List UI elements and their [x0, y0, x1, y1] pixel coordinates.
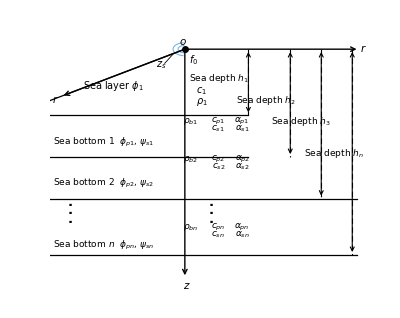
Text: $\alpha_{pn}$: $\alpha_{pn}$: [234, 222, 250, 233]
Text: $c_{sn}$: $c_{sn}$: [212, 230, 225, 240]
Text: .: .: [209, 196, 214, 209]
Text: $\alpha_{s2}$: $\alpha_{s2}$: [235, 162, 250, 172]
Text: $\alpha_{s1}$: $\alpha_{s1}$: [235, 123, 250, 134]
Text: .: .: [68, 204, 73, 217]
Text: $\rho_1$: $\rho_1$: [196, 96, 208, 108]
Text: Sea layer $\phi_1$: Sea layer $\phi_1$: [83, 79, 144, 93]
Text: .: .: [68, 196, 73, 209]
Text: $\alpha_{p1}$: $\alpha_{p1}$: [234, 116, 250, 127]
Text: Sea bottom $n$  $\phi_{pn}$, $\psi_{sn}$: Sea bottom $n$ $\phi_{pn}$, $\psi_{sn}$: [53, 238, 154, 252]
Text: .: .: [209, 204, 214, 217]
Text: .: .: [209, 213, 214, 226]
Text: $r$: $r$: [52, 94, 59, 105]
Text: $\alpha_{sn}$: $\alpha_{sn}$: [235, 230, 250, 240]
Text: $c_{pn}$: $c_{pn}$: [211, 222, 226, 233]
Text: $c_1$: $c_1$: [196, 85, 207, 97]
Text: Sea depth $h_n$: Sea depth $h_n$: [304, 147, 364, 160]
Text: .: .: [68, 213, 73, 226]
Text: $\rho_{b1}$: $\rho_{b1}$: [184, 116, 199, 127]
Text: Sea bottom 2  $\phi_{p2}$, $\psi_{s2}$: Sea bottom 2 $\phi_{p2}$, $\psi_{s2}$: [53, 177, 154, 190]
Text: $c_{p1}$: $c_{p1}$: [211, 116, 226, 127]
Text: $\rho_{bn}$: $\rho_{bn}$: [183, 222, 199, 233]
Text: $c_{s1}$: $c_{s1}$: [212, 123, 225, 134]
Text: Sea depth $h_3$: Sea depth $h_3$: [271, 115, 331, 128]
Text: Sea depth $h_2$: Sea depth $h_2$: [236, 94, 295, 107]
Text: $z_s$: $z_s$: [156, 59, 167, 71]
Text: $c_{s2}$: $c_{s2}$: [212, 162, 225, 172]
Text: Sea depth $h_1$: Sea depth $h_1$: [189, 72, 249, 85]
Text: Sea bottom 1  $\phi_{p1}$, $\psi_{s1}$: Sea bottom 1 $\phi_{p1}$, $\psi_{s1}$: [53, 136, 154, 149]
Text: $\alpha_{p2}$: $\alpha_{p2}$: [234, 154, 250, 165]
Text: $z$: $z$: [182, 280, 190, 291]
Text: $f_0$: $f_0$: [188, 53, 198, 67]
Text: $\rho_{b2}$: $\rho_{b2}$: [184, 154, 199, 165]
Text: $o$: $o$: [179, 37, 187, 47]
Text: $r$: $r$: [360, 43, 367, 54]
Text: $c_{p2}$: $c_{p2}$: [211, 154, 226, 165]
